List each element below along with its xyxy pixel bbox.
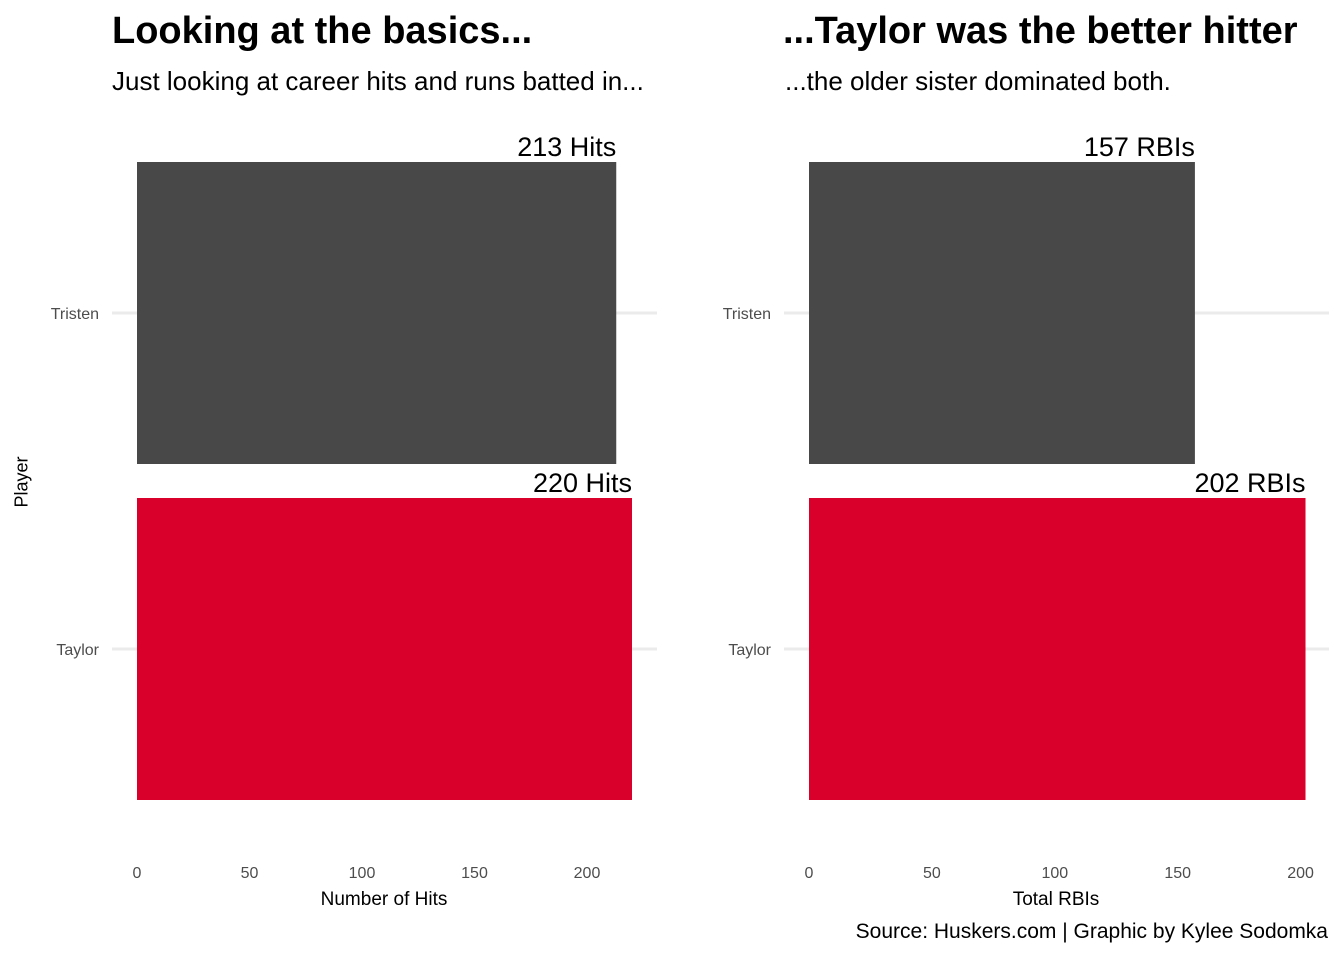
x-tick-label: 0	[805, 865, 814, 882]
x-tick-label: 150	[1164, 865, 1191, 882]
source-caption: Source: Huskers.com | Graphic by Kylee S…	[855, 920, 1328, 943]
x-tick-label: 0	[133, 865, 142, 882]
data-label: 202 RBIs	[1194, 468, 1305, 498]
x-axis-title: Number of Hits	[321, 889, 448, 910]
x-tick-label: 200	[574, 865, 601, 882]
y-tick-label: Tristen	[723, 306, 771, 323]
bar-taylor	[137, 498, 632, 800]
x-axis-title: Total RBIs	[1013, 889, 1100, 910]
bar-tristen	[137, 162, 617, 464]
y-tick-label: Taylor	[56, 642, 99, 659]
data-label: 220 Hits	[533, 468, 632, 498]
right-chart-title: ...Taylor was the better hitter	[783, 10, 1298, 52]
y-tick-label: Tristen	[51, 306, 99, 323]
left-chart-title: Looking at the basics...	[112, 10, 533, 52]
bar-taylor	[809, 498, 1306, 800]
left-chart-subtitle: Just looking at career hits and runs bat…	[112, 66, 644, 96]
data-label: 213 Hits	[517, 132, 616, 162]
bar-tristen	[809, 162, 1195, 464]
x-tick-label: 50	[241, 865, 259, 882]
y-tick-label: Taylor	[728, 642, 771, 659]
x-tick-label: 100	[1041, 865, 1068, 882]
data-label: 157 RBIs	[1084, 132, 1195, 162]
x-tick-label: 200	[1287, 865, 1314, 882]
right-chart-subtitle: ...the older sister dominated both.	[785, 66, 1171, 96]
x-tick-label: 100	[349, 865, 376, 882]
x-tick-label: 150	[461, 865, 488, 882]
x-tick-label: 50	[923, 865, 941, 882]
